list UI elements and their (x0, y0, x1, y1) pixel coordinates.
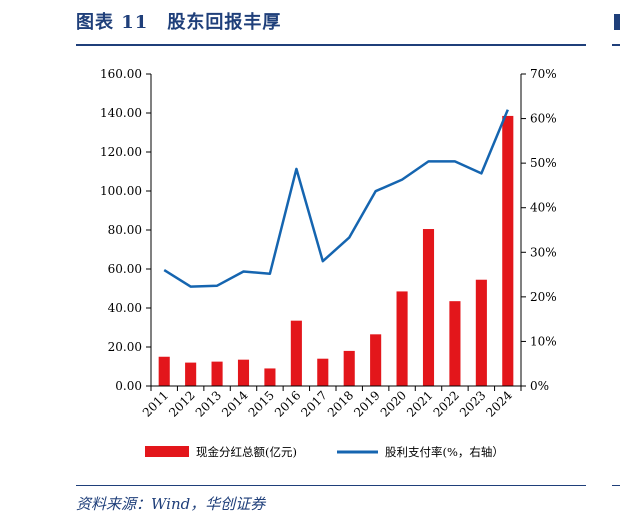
left-tick-label: 20.00 (108, 340, 142, 354)
x-tick-label-2024: 2024 (483, 388, 515, 420)
left-tick-label: 0.00 (115, 379, 142, 393)
x-axis: 2011201220132014201520162017201820192020… (140, 385, 522, 420)
x-tick-label-2016: 2016 (272, 388, 303, 419)
right-tick-label: 0% (530, 379, 549, 393)
left-tick-label: 80.00 (108, 223, 142, 237)
bar-2018 (343, 350, 355, 386)
legend-label-bar: 现金分红总额(亿元) (196, 445, 297, 459)
right-tick-label: 70% (530, 67, 557, 81)
bar-2015 (264, 368, 276, 386)
x-tick-label-2017: 2017 (298, 388, 329, 419)
x-tick-label-2012: 2012 (166, 388, 197, 419)
chart: 0.00 20.00 40.00 60.00 80.00 100.00 120.00 140.… (100, 67, 557, 459)
bar-series (158, 115, 514, 387)
bar-2024 (502, 115, 514, 387)
x-tick-label-2014: 2014 (219, 388, 251, 420)
left-tick-label: 160.00 (100, 67, 142, 81)
bar-2022 (449, 301, 461, 386)
x-tick-label-2013: 2013 (193, 388, 224, 419)
legend: 现金分红总额(亿元) 股利支付率(%，右轴） (145, 445, 504, 459)
left-axis: 0.00 20.00 40.00 60.00 80.00 100.00 120.00 140.… (100, 67, 152, 393)
bar-2013 (211, 361, 223, 386)
bar-2021 (422, 229, 435, 386)
bottom-rule (76, 485, 586, 486)
adjacent-figure-edge-rule (612, 44, 620, 46)
bar-2014 (237, 359, 250, 386)
bar-2019 (370, 334, 382, 386)
source-note: 资料来源：Wind，华创证券 (76, 495, 266, 513)
right-axis: 0% 10% 20% 30% 40% 50% 60% 70% (520, 67, 557, 393)
legend-label-line: 股利支付率(%，右轴） (385, 445, 504, 459)
x-tick-label-2018: 2018 (325, 388, 356, 419)
right-tick-label: 50% (530, 156, 557, 170)
x-tick-label-2021: 2021 (404, 388, 435, 419)
bar-2023 (475, 279, 487, 386)
x-tick-label-2015: 2015 (246, 388, 277, 419)
bar-2011 (158, 356, 170, 386)
figure-title: 图表 11 股东回报丰厚 (76, 12, 282, 33)
x-tick-label-2023: 2023 (457, 388, 488, 419)
bar-2020 (396, 291, 408, 386)
left-tick-label: 100.00 (100, 184, 142, 198)
bar-2012 (185, 362, 197, 386)
left-tick-label: 60.00 (108, 262, 142, 276)
left-tick-label: 140.00 (100, 106, 142, 120)
x-tick-label-2020: 2020 (378, 388, 409, 419)
right-tick-label: 40% (530, 201, 557, 215)
left-tick-label: 120.00 (100, 145, 142, 159)
adjacent-figure-edge-mark (614, 14, 620, 30)
right-tick-label: 10% (530, 334, 557, 348)
adjacent-figure-bottom-rule (612, 485, 620, 486)
right-tick-label: 20% (530, 290, 557, 304)
right-tick-label: 60% (530, 112, 557, 126)
line-series (163, 109, 509, 288)
right-tick-label: 30% (530, 245, 557, 259)
legend-swatch-bar (145, 446, 189, 457)
left-tick-label: 40.00 (108, 301, 142, 315)
x-tick-label-2011: 2011 (140, 388, 171, 419)
x-tick-label-2019: 2019 (351, 388, 382, 419)
bar-2016 (290, 320, 302, 386)
payout-ratio-line (163, 109, 509, 288)
x-tick-label-2022: 2022 (431, 388, 462, 419)
title-rule (76, 44, 586, 46)
bar-2017 (317, 358, 329, 386)
